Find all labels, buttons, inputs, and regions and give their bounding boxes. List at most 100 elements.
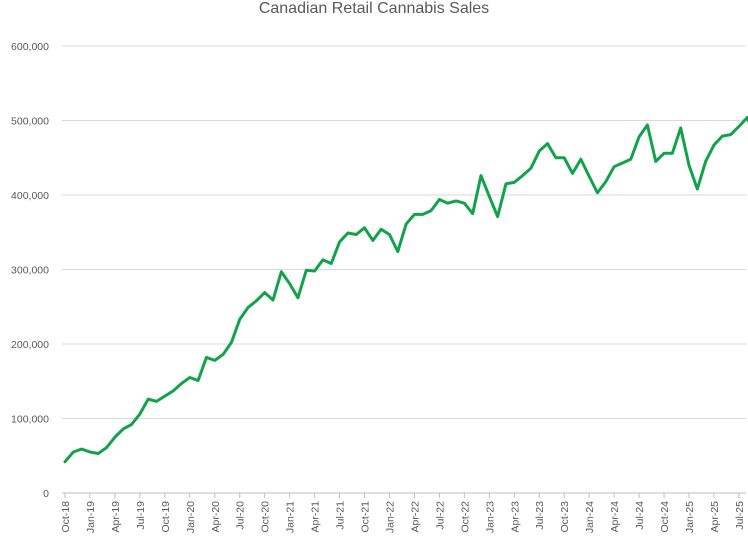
x-tick-label: Oct-20 bbox=[260, 501, 272, 533]
data-point bbox=[737, 125, 740, 128]
data-point bbox=[546, 142, 549, 145]
x-tick-label: Apr-25 bbox=[709, 501, 721, 533]
data-point bbox=[147, 398, 150, 401]
x-tick-label: Jan-23 bbox=[484, 501, 496, 533]
data-point bbox=[188, 376, 191, 379]
data-point bbox=[80, 448, 83, 451]
data-point bbox=[604, 180, 607, 183]
data-point bbox=[205, 356, 208, 359]
data-point bbox=[263, 291, 266, 294]
y-axis-tick-labels: 0 100,000 200,000 300,000 400,000 500,000 600,… bbox=[11, 41, 49, 500]
data-point bbox=[405, 223, 408, 226]
data-point bbox=[371, 239, 374, 242]
data-point bbox=[496, 215, 499, 218]
data-point bbox=[346, 231, 349, 234]
y-tick-label: 100,000 bbox=[11, 414, 49, 426]
x-tick-label: Apr-24 bbox=[609, 501, 621, 533]
data-point bbox=[88, 451, 91, 454]
data-point bbox=[646, 123, 649, 126]
x-tick-label: Jul-19 bbox=[135, 501, 147, 530]
x-tick-label: Jul-25 bbox=[734, 501, 746, 530]
data-point bbox=[579, 158, 582, 161]
y-tick-label: 600,000 bbox=[11, 41, 49, 53]
x-tick-label: Jan-20 bbox=[185, 501, 197, 533]
data-point bbox=[280, 270, 283, 273]
x-tick-label: Apr-21 bbox=[310, 501, 322, 533]
data-point bbox=[654, 160, 657, 163]
data-point bbox=[446, 202, 449, 205]
data-point bbox=[113, 436, 116, 439]
data-point bbox=[413, 213, 416, 216]
data-point bbox=[712, 144, 715, 147]
data-point bbox=[704, 160, 707, 163]
data-point bbox=[388, 233, 391, 236]
data-point bbox=[321, 258, 324, 261]
data-point bbox=[563, 156, 566, 159]
x-tick-label: Apr-19 bbox=[110, 501, 122, 533]
data-point bbox=[679, 126, 682, 129]
x-tick-label: Jan-22 bbox=[384, 501, 396, 533]
data-point bbox=[105, 446, 108, 449]
data-point bbox=[380, 228, 383, 231]
data-point bbox=[197, 379, 200, 382]
x-tick-label: Jul-22 bbox=[434, 501, 446, 530]
data-point bbox=[638, 135, 641, 138]
data-point bbox=[363, 226, 366, 229]
x-tick-label: Jul-21 bbox=[335, 501, 347, 530]
y-tick-label: 400,000 bbox=[11, 190, 49, 202]
x-tick-label: Jan-25 bbox=[684, 501, 696, 533]
data-point bbox=[64, 460, 66, 463]
data-point bbox=[396, 250, 399, 253]
data-point bbox=[430, 209, 433, 212]
x-tick-label: Jan-21 bbox=[285, 501, 297, 533]
data-point bbox=[138, 413, 141, 416]
data-point bbox=[130, 423, 133, 426]
x-tick-label: Jul-20 bbox=[235, 501, 247, 530]
gridlines bbox=[62, 45, 746, 494]
data-point bbox=[172, 389, 175, 392]
data-point bbox=[471, 212, 474, 215]
data-point bbox=[613, 165, 616, 168]
x-tick-label: Oct-18 bbox=[60, 501, 72, 533]
data-point bbox=[504, 182, 507, 185]
x-tick-label: Jan-24 bbox=[584, 501, 596, 533]
data-point bbox=[213, 359, 216, 362]
series-layer bbox=[63, 116, 748, 464]
data-point bbox=[163, 395, 166, 398]
y-tick-label: 200,000 bbox=[11, 339, 49, 351]
x-tick-label: Jan-19 bbox=[85, 501, 97, 533]
data-point bbox=[247, 306, 250, 309]
data-point bbox=[222, 353, 225, 356]
series-line-0 bbox=[63, 116, 748, 464]
data-point bbox=[330, 262, 333, 265]
data-point bbox=[571, 172, 574, 175]
data-point bbox=[305, 269, 308, 272]
data-point bbox=[338, 240, 341, 243]
data-point bbox=[288, 282, 291, 285]
x-tick-label: Oct-23 bbox=[559, 501, 571, 533]
data-point bbox=[480, 174, 482, 177]
data-point bbox=[155, 400, 158, 403]
x-axis-tick-labels: Oct-18 Jan-19 Apr-19 Jul-19 Oct-19 Jan-20 Apr-… bbox=[60, 493, 746, 533]
data-point bbox=[729, 133, 732, 136]
data-point bbox=[455, 199, 458, 202]
y-tick-label: 0 bbox=[43, 488, 49, 500]
data-point bbox=[97, 452, 100, 455]
x-tick-label: Oct-21 bbox=[360, 501, 372, 533]
data-point bbox=[122, 427, 125, 430]
data-point bbox=[272, 299, 274, 302]
x-tick-label: Apr-22 bbox=[409, 501, 421, 533]
data-point bbox=[488, 195, 491, 198]
data-point bbox=[721, 135, 724, 138]
x-tick-label: Apr-20 bbox=[210, 501, 222, 533]
x-tick-label: Oct-19 bbox=[160, 501, 172, 533]
x-tick-label: Oct-24 bbox=[659, 501, 671, 533]
data-point bbox=[588, 175, 591, 178]
data-point bbox=[663, 152, 666, 155]
data-point bbox=[72, 451, 75, 454]
data-point bbox=[596, 191, 599, 194]
data-point bbox=[255, 299, 258, 302]
data-point bbox=[296, 296, 299, 299]
data-point bbox=[355, 233, 358, 236]
